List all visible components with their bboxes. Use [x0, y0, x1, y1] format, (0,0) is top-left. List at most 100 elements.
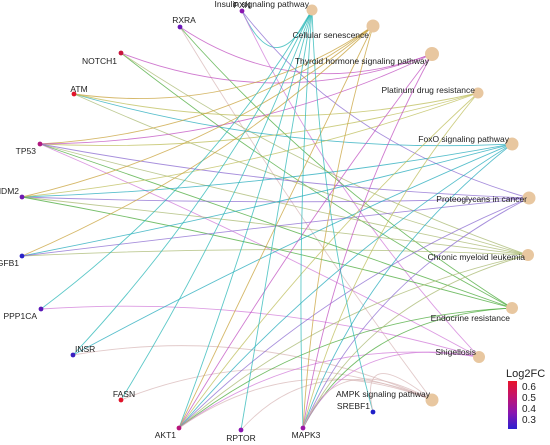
edge-srebf1-ampk-signaling-pathway [369, 373, 433, 413]
legend: Log2FC 0.6 0.5 0.4 0.3 [506, 368, 545, 429]
edge-fasn-insulin-signaling-pathway [120, 9, 313, 401]
pathway-node-foxo-signaling-pathway [505, 137, 519, 151]
edge-atm-foxo-signaling-pathway [73, 93, 513, 147]
legend-tick-0: 0.6 [522, 382, 536, 393]
edge-mdm2-platinum-drug-resistance [21, 92, 479, 198]
edge-mapk3-foxo-signaling-pathway [302, 143, 513, 429]
edge-rptor-ampk-signaling-pathway [240, 379, 433, 431]
edge-ppp1ca-shigellosis [40, 305, 480, 358]
gene-label-tgfb1: TGFB1 [0, 258, 19, 268]
pathway-label-ampk-signaling-pathway: AMPK signaling pathway [336, 389, 431, 399]
edge-rptor-insulin-signaling-pathway [240, 9, 313, 431]
edge-rxra-ampk-signaling-pathway [179, 26, 433, 401]
edge-fasn-ampk-signaling-pathway [120, 368, 433, 401]
gene-node-akt1 [176, 425, 182, 431]
edge-akt1-ampk-signaling-pathway [178, 378, 433, 429]
edge-akt1-chronic-myeloid-leukemia [178, 254, 529, 429]
legend-title: Log2FC [506, 368, 545, 380]
gene-node-ppp1ca [38, 306, 44, 312]
gene-label-mapk3: MAPK3 [292, 430, 321, 440]
gene-node-rxra [177, 24, 183, 30]
edge-mdm2-proteoglycans-in-cancer [21, 196, 530, 203]
edge-mapk3-proteoglycans-in-cancer [302, 197, 530, 429]
gene-label-ppp1ca: PPP1CA [3, 311, 37, 321]
gene-label-pxn: PXN [233, 0, 250, 10]
gene-node-tp53 [37, 141, 43, 147]
edge-ppp1ca-insulin-signaling-pathway [40, 9, 313, 310]
gene-label-tp53: TP53 [16, 146, 37, 156]
edge-akt1-endocrine-resistance [178, 307, 513, 429]
edges-layer [21, 9, 530, 431]
pathway-node-platinum-drug-resistance [472, 87, 484, 99]
gene-node-tgfb1 [19, 253, 25, 259]
edge-mapk3-ampk-signaling-pathway [302, 378, 433, 429]
gene-node-rptor [238, 427, 244, 433]
edge-tgfb1-foxo-signaling-pathway [21, 143, 513, 257]
pathway-node-proteoglycans-in-cancer [522, 191, 536, 205]
edge-srebf1-insulin-signaling-pathway [311, 9, 374, 413]
gene-node-fasn [118, 397, 124, 403]
edge-mapk3-cellular-senescence [302, 25, 374, 429]
gene-label-fasn: FASN [113, 389, 135, 399]
edge-notch1-thyroid-hormone-signaling-pathway [120, 52, 433, 84]
edge-mapk3-chronic-myeloid-leukemia [302, 254, 529, 429]
pathway-label-cellular-senescence: Cellular senescence [292, 30, 369, 40]
pathway-node-shigellosis [473, 351, 485, 363]
pathway-node-ampk-signaling-pathway [425, 393, 439, 407]
gene-node-srebf1 [370, 409, 376, 415]
gene-node-mapk3 [300, 425, 306, 431]
gene-label-srebf1: SREBF1 [337, 401, 370, 411]
gene-node-pxn [239, 8, 245, 14]
edge-akt1-thyroid-hormone-signaling-pathway [178, 53, 433, 429]
edge-pxn-proteoglycans-in-cancer [241, 10, 530, 199]
edge-mapk3-insulin-signaling-pathway [300, 9, 313, 429]
edge-pxn-shigellosis [241, 10, 480, 358]
edge-tp53-thyroid-hormone-signaling-pathway [39, 53, 433, 145]
pathway-node-endocrine-resistance [506, 302, 518, 314]
pathway-node-insulin-signaling-pathway [306, 4, 318, 16]
legend-tick-3: 0.3 [522, 415, 536, 426]
gene-label-atm: ATM [70, 84, 87, 94]
gene-node-mdm2 [19, 194, 25, 200]
pathway-label-foxo-signaling-pathway: FoxO signaling pathway [418, 134, 509, 144]
gene-label-rxra: RXRA [172, 15, 196, 25]
gene-label-notch1: NOTCH1 [82, 56, 117, 66]
edge-insr-insulin-signaling-pathway [72, 9, 313, 356]
pathway-label-thyroid-hormone-signaling-pathway: Thyroid hormone signaling pathway [295, 56, 430, 66]
edge-atm-platinum-drug-resistance [73, 92, 479, 117]
legend-tick-1: 0.5 [522, 393, 536, 404]
edge-mdm2-foxo-signaling-pathway [21, 143, 513, 198]
pathway-label-endocrine-resistance: Endocrine resistance [431, 313, 511, 323]
edge-mapk3-shigellosis [302, 351, 480, 429]
edge-tgfb1-chronic-myeloid-leukemia [21, 249, 529, 257]
gene-label-mdm2: MDM2 [0, 186, 19, 196]
pathway-label-insulin-signaling-pathway: Insulin signaling pathway [214, 0, 309, 9]
pathway-node-cellular-senescence [366, 19, 380, 33]
edge-pxn-insulin-signaling-pathway [241, 9, 313, 48]
edge-akt1-platinum-drug-resistance [178, 92, 479, 429]
edge-akt1-insulin-signaling-pathway [178, 9, 313, 429]
edge-tp53-shigellosis [39, 143, 480, 358]
pathway-node-chronic-myeloid-leukemia [522, 249, 534, 261]
pathway-label-platinum-drug-resistance: Platinum drug resistance [381, 85, 475, 95]
pathway-label-proteoglycans-in-cancer: Proteoglycans in cancer [436, 194, 527, 204]
edge-insr-foxo-signaling-pathway [72, 143, 513, 356]
edge-tp53-cellular-senescence [39, 25, 374, 145]
pathway-node-thyroid-hormone-signaling-pathway [425, 47, 439, 61]
edge-akt1-proteoglycans-in-cancer [178, 197, 530, 429]
gene-node-atm [71, 91, 77, 97]
edge-mdm2-cellular-senescence [21, 25, 374, 198]
gene-label-akt1: AKT1 [155, 430, 177, 440]
pathway-label-shigellosis: Shigellosis [435, 347, 476, 357]
edge-tp53-platinum-drug-resistance [39, 92, 479, 147]
edge-akt1-foxo-signaling-pathway [178, 143, 513, 429]
gene-node-insr [70, 352, 76, 358]
edge-mapk3-thyroid-hormone-signaling-pathway [302, 53, 433, 429]
edge-mapk3-platinum-drug-resistance [302, 92, 479, 429]
gene-label-rptor: RPTOR [226, 433, 256, 443]
edge-atm-cellular-senescence [73, 25, 374, 99]
edge-mdm2-endocrine-resistance [21, 196, 513, 309]
edge-mdm2-chronic-myeloid-leukemia [21, 196, 529, 256]
edge-akt1-shigellosis [178, 351, 480, 429]
